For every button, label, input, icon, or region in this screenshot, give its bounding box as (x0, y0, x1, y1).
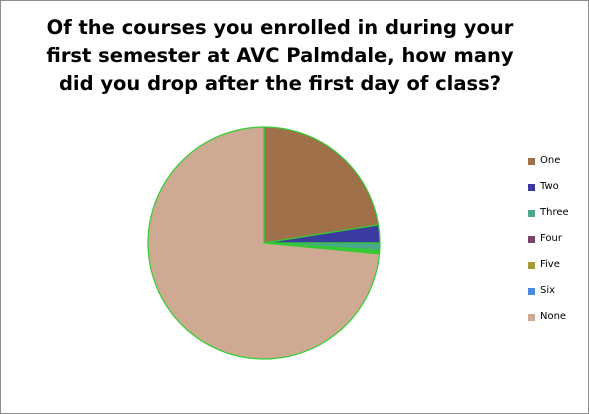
legend-label: One (540, 155, 561, 166)
legend-swatch (528, 183, 535, 191)
legend-item-three: Three (528, 206, 586, 232)
legend-label: None (540, 311, 567, 322)
legend-label: Two (540, 181, 559, 192)
legend-item-one: One (528, 154, 586, 180)
chart-legend: One Two Three Four Five Six None (528, 154, 586, 336)
pie-slices (147, 126, 381, 360)
legend-swatch (528, 287, 535, 295)
legend-swatch (528, 313, 535, 321)
legend-item-none: None (528, 310, 586, 336)
legend-label: Four (540, 233, 562, 244)
legend-item-six: Six (528, 284, 586, 310)
legend-item-two: Two (528, 180, 586, 206)
chart-title: Of the courses you enrolled in during yo… (46, 16, 514, 95)
legend-swatch (528, 261, 535, 269)
legend-swatch (528, 235, 535, 243)
legend-item-five: Five (528, 258, 586, 284)
legend-swatch (528, 209, 535, 217)
legend-swatch (528, 157, 535, 165)
pie-slice-none (147, 126, 381, 360)
legend-label: Three (540, 207, 569, 218)
pie-slice-one (263, 126, 380, 244)
legend-item-four: Four (528, 232, 586, 258)
legend-label: Five (540, 259, 560, 270)
legend-label: Six (540, 285, 556, 296)
